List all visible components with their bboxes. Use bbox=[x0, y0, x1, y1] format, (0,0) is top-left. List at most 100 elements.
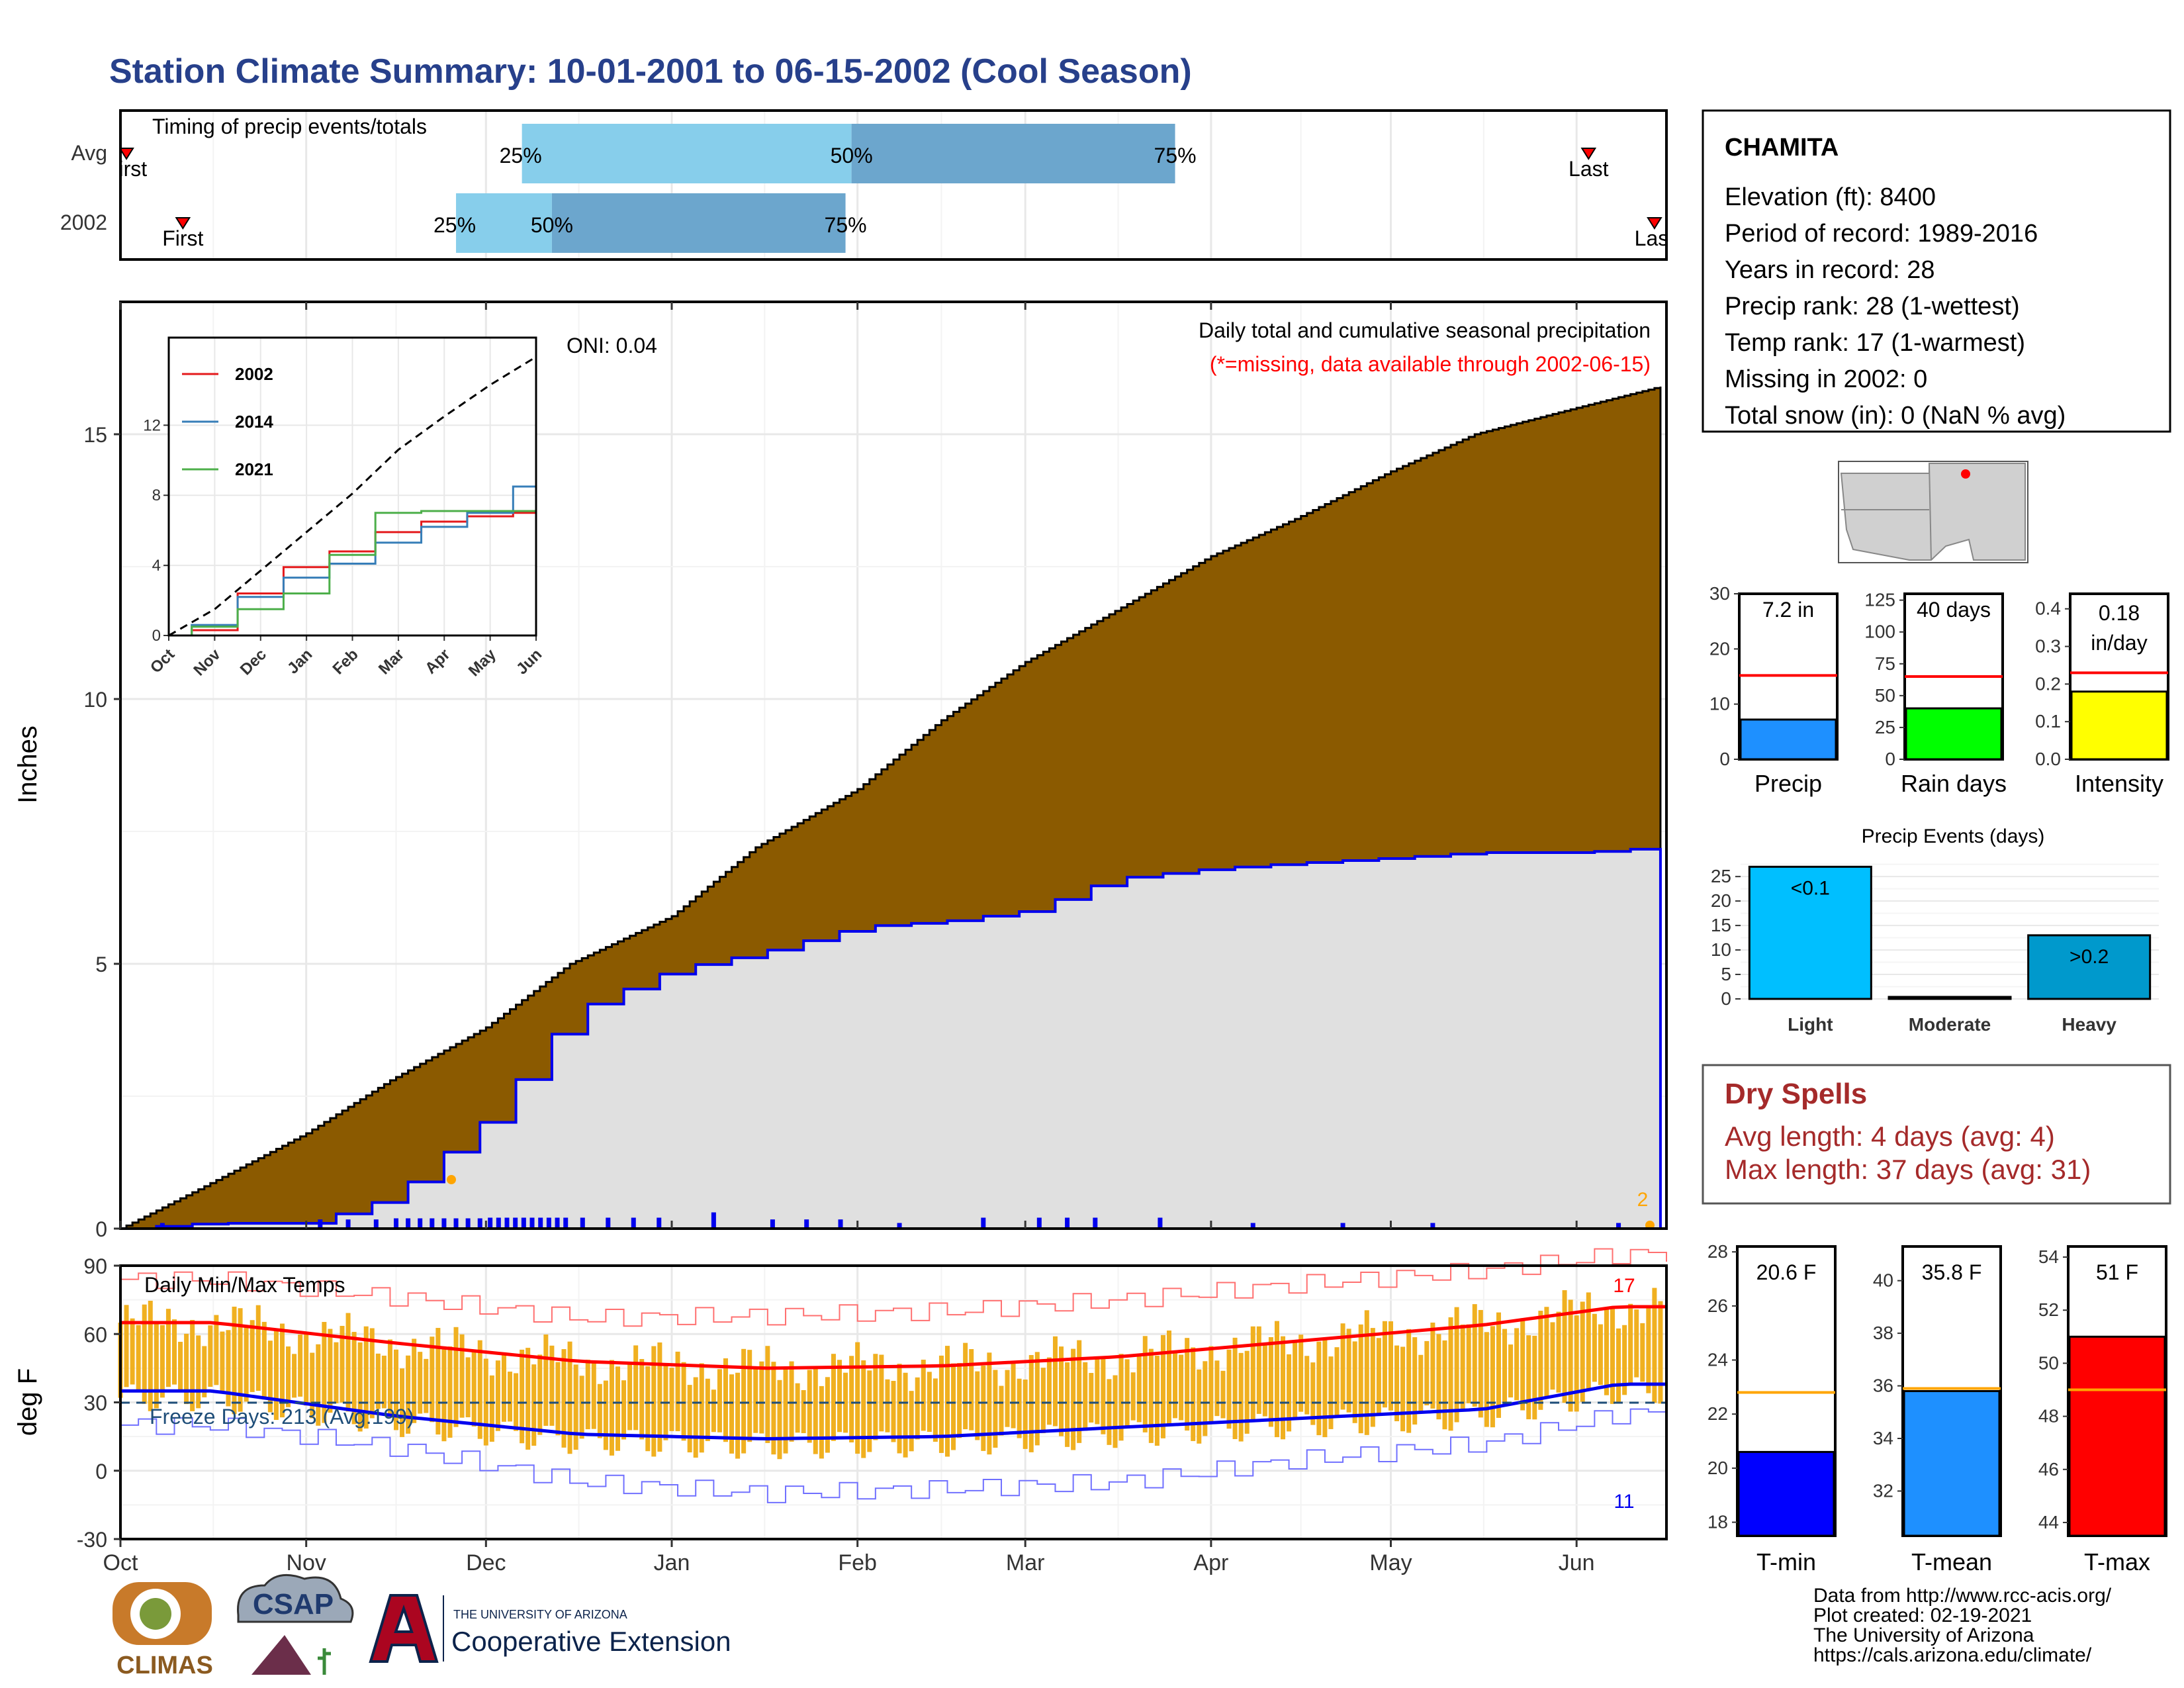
timing-frame bbox=[119, 109, 1668, 261]
location-map bbox=[1838, 461, 2028, 563]
daily-temp-bar bbox=[159, 1325, 165, 1398]
oni-label: ONI: 0.04 bbox=[567, 334, 657, 357]
daily-temp-bar bbox=[1262, 1344, 1267, 1417]
observed-cumulative-area bbox=[120, 847, 1662, 1230]
daily-temp-bar bbox=[489, 1375, 494, 1442]
daily-precip-bar bbox=[521, 1217, 526, 1229]
daily-temp-bar bbox=[1136, 1354, 1142, 1423]
daily-precip-bar bbox=[496, 1217, 501, 1229]
mini-ytick-label: 0.3 bbox=[2035, 636, 2061, 657]
last-event-label: Last bbox=[1635, 226, 1675, 250]
daily-temp-bar bbox=[381, 1355, 387, 1409]
inset-line-2021 bbox=[169, 510, 536, 637]
inset-ytick-label: 4 bbox=[152, 557, 161, 575]
temp-sum-ytick-label: 28 bbox=[1707, 1241, 1728, 1262]
timing-p25-label: 25% bbox=[433, 213, 476, 237]
daily-temp-bar bbox=[771, 1362, 776, 1455]
daily-temp-bar bbox=[747, 1350, 752, 1442]
daily-temp-bar bbox=[1400, 1346, 1406, 1432]
daily-temp-bar bbox=[843, 1372, 848, 1433]
inset-legend-label-2002: 2002 bbox=[235, 364, 273, 384]
daily-temp-bar bbox=[927, 1372, 932, 1432]
mini-ytick-label: 10 bbox=[1709, 694, 1730, 714]
temp-sum-ytick-label: 40 bbox=[1873, 1270, 1893, 1291]
daily-temp-bar bbox=[645, 1366, 651, 1452]
daily-precip-bar bbox=[538, 1217, 543, 1229]
last-event-marker bbox=[1580, 148, 1597, 160]
dry-spells-box: Dry Spells Avg length: 4 days (avg: 4) M… bbox=[1702, 1064, 2171, 1205]
daily-temp-bar bbox=[508, 1372, 513, 1422]
daily-temp-bar bbox=[357, 1342, 363, 1432]
daily-temp-bar bbox=[657, 1342, 662, 1452]
daily-temp-bar bbox=[741, 1348, 747, 1454]
mini-ytick-label: 0 bbox=[1719, 749, 1730, 769]
mini-ytick-label: 30 bbox=[1709, 583, 1730, 604]
footer-credits: Data from http://www.rcc-acis.org/ Plot … bbox=[1813, 1585, 2112, 1666]
daily-precip-bar bbox=[546, 1217, 551, 1229]
daily-temp-bar bbox=[298, 1335, 303, 1397]
temp-summary-bars: 18 20 22 24 26 28 20.6 F T-min 32 34 36 38 40 35.8 F T… bbox=[1707, 1241, 2167, 1575]
inset-legend-label-2021: 2021 bbox=[235, 459, 273, 479]
daily-temp-bar bbox=[969, 1349, 974, 1430]
precip-y-axis: 0 5 10 15 bbox=[83, 423, 120, 1241]
temp-label-tmean: T-mean bbox=[1911, 1548, 1992, 1575]
timing-bar-25-50-Avg bbox=[522, 124, 852, 183]
daily-temp-bar bbox=[1490, 1326, 1495, 1428]
daily-temp-bar bbox=[1250, 1326, 1255, 1422]
mini-value-precip_total: 7.2 in bbox=[1762, 598, 1814, 622]
daily-precip-bar bbox=[631, 1217, 636, 1229]
daily-temp-bar bbox=[825, 1377, 830, 1453]
daily-temp-bar bbox=[208, 1325, 213, 1387]
daily-temp-bar bbox=[1077, 1340, 1082, 1443]
credit-line-3: The University of Arizona bbox=[1813, 1624, 2034, 1646]
dry-spells-title: Dry Spells bbox=[1725, 1078, 1867, 1110]
daily-temp-bar bbox=[1562, 1290, 1567, 1403]
events-ytick-label: 25 bbox=[1711, 866, 1731, 886]
daily-temp-bar bbox=[345, 1313, 351, 1412]
precip-ytick-label: 0 bbox=[95, 1217, 107, 1241]
daily-temp-bar bbox=[400, 1368, 405, 1437]
daily-temp-bar bbox=[1322, 1339, 1328, 1438]
daily-temp-bar bbox=[1244, 1350, 1250, 1434]
credit-line-4: https://cals.arizona.edu/climate/ bbox=[1813, 1644, 2092, 1666]
precip-ytick-label: 5 bbox=[95, 953, 107, 976]
daily-temp-bar bbox=[1191, 1347, 1196, 1441]
daily-temp-bar bbox=[849, 1356, 854, 1442]
events-ytick-label: 20 bbox=[1711, 890, 1731, 911]
daily-temp-bar bbox=[1101, 1357, 1106, 1434]
daily-temp-bar bbox=[412, 1338, 417, 1423]
daily-temp-bar bbox=[136, 1325, 141, 1392]
mini-value-rain_days: 40 days bbox=[1917, 598, 1991, 622]
daily-temp-bar bbox=[555, 1362, 561, 1436]
daily-temp-bar bbox=[1376, 1338, 1381, 1415]
daily-temp-bar bbox=[993, 1370, 998, 1448]
daily-temp-bar bbox=[531, 1364, 537, 1446]
daily-precip-bar bbox=[555, 1217, 560, 1229]
station-line-7: Total snow (in): 0 (NaN % avg) bbox=[1725, 402, 2066, 430]
station-info-frame bbox=[1702, 109, 2171, 433]
daily-temp-bar bbox=[1448, 1317, 1453, 1431]
daily-precip-bar bbox=[488, 1217, 493, 1229]
daily-temp-bar bbox=[944, 1346, 950, 1457]
inset-legend-label-2014: 2014 bbox=[235, 412, 273, 432]
daily-temp-bar bbox=[1017, 1378, 1022, 1438]
daily-temp-bar bbox=[267, 1340, 273, 1413]
daily-temp-bar bbox=[933, 1378, 938, 1442]
daily-temp-bar bbox=[1604, 1307, 1609, 1395]
daily-temp-bar bbox=[723, 1358, 728, 1442]
daily-temp-bar bbox=[543, 1334, 549, 1426]
daily-temp-bar bbox=[250, 1320, 255, 1392]
daily-precip-bar bbox=[406, 1218, 411, 1229]
daily-temp-bar bbox=[1472, 1304, 1477, 1407]
mini-bar-precip_total bbox=[1739, 718, 1837, 761]
daily-temp-bar bbox=[273, 1329, 279, 1421]
station-line-6: Missing in 2002: 0 bbox=[1725, 365, 1927, 393]
daily-temp-bar bbox=[178, 1342, 183, 1393]
daily-temp-bar bbox=[705, 1378, 710, 1441]
daily-temp-bar bbox=[819, 1385, 824, 1459]
daily-temp-bar bbox=[1394, 1345, 1400, 1421]
daily-temp-bar bbox=[687, 1385, 692, 1453]
month-label-Feb: Feb bbox=[838, 1550, 877, 1575]
daily-temp-bar bbox=[1616, 1328, 1621, 1404]
daily-temp-bar bbox=[1304, 1356, 1310, 1415]
